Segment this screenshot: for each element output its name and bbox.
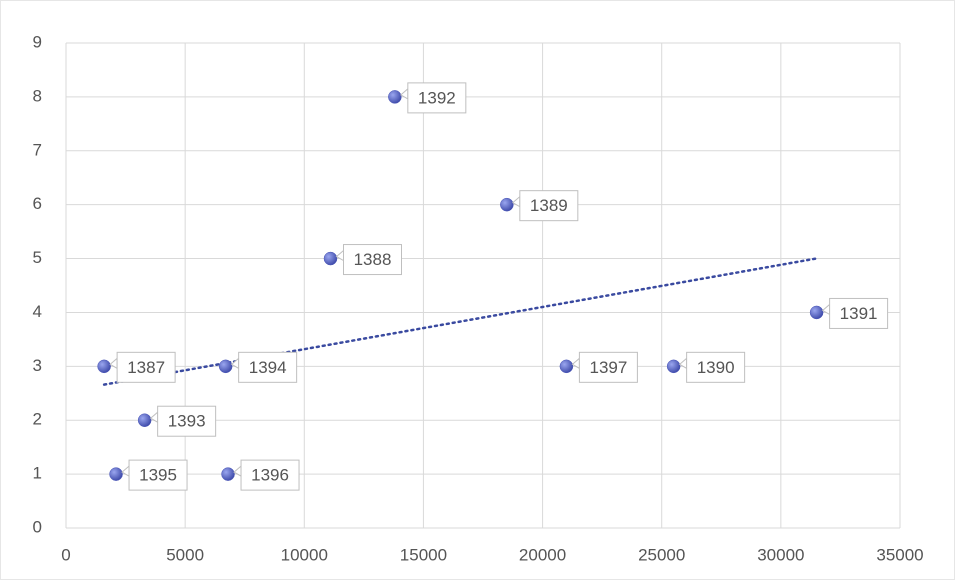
- x-tick-label: 20000: [519, 545, 566, 564]
- y-tick-label: 5: [33, 248, 42, 267]
- y-tick-label: 9: [33, 32, 42, 51]
- label-text: 1391: [840, 304, 878, 323]
- label-box: [407, 82, 467, 114]
- label-text: 1388: [354, 250, 392, 269]
- label-box: [157, 405, 217, 437]
- x-tick-label: 10000: [281, 545, 328, 564]
- label-box: [686, 351, 746, 383]
- label-text: 1387: [127, 358, 165, 377]
- point: [137, 413, 152, 427]
- label-box: [578, 351, 638, 383]
- label-box: [238, 351, 298, 383]
- label-text: 1397: [589, 358, 627, 377]
- y-tick-label: 3: [33, 356, 42, 375]
- label-box: [116, 351, 176, 383]
- x-tick-label: 5000: [166, 545, 204, 564]
- y-tick-label: 1: [33, 464, 42, 483]
- label-text: 1396: [251, 466, 289, 485]
- x-tick-label: 15000: [400, 545, 447, 564]
- y-tick-label: 7: [33, 140, 42, 159]
- point: [323, 251, 338, 266]
- y-tick-label: 8: [33, 86, 42, 105]
- data-label: 1397: [571, 351, 638, 383]
- label-text: 1390: [697, 358, 735, 377]
- x-tick-label: 35000: [876, 545, 923, 564]
- data-label: 1394: [230, 351, 298, 383]
- point: [388, 90, 402, 104]
- point: [109, 467, 123, 481]
- data-label: 1389: [511, 190, 579, 222]
- point: [500, 197, 514, 212]
- point: [559, 359, 574, 374]
- data-label: 1395: [121, 459, 188, 491]
- label-box: [829, 297, 889, 329]
- x-tick-label: 25000: [638, 545, 685, 564]
- y-tick-label: 0: [33, 517, 42, 536]
- label-text: 1395: [139, 466, 177, 485]
- point: [809, 305, 824, 320]
- data-label: 1392: [399, 82, 467, 114]
- data-label: 1396: [233, 459, 300, 491]
- label-box: [342, 244, 402, 276]
- label-text: 1393: [168, 412, 206, 431]
- point: [666, 359, 681, 374]
- point: [218, 359, 233, 374]
- point: [221, 467, 235, 481]
- label-box: [128, 459, 188, 491]
- label-box: [519, 190, 579, 222]
- x-tick-label: 0: [61, 545, 70, 564]
- data-label: 1387: [109, 351, 176, 383]
- data-label: 1390: [678, 351, 746, 383]
- data-label: 1393: [149, 405, 217, 437]
- y-tick-label: 6: [33, 194, 42, 213]
- label-text: 1392: [418, 88, 456, 107]
- data-label: 1391: [821, 297, 889, 329]
- point: [97, 359, 111, 374]
- label-text: 1394: [249, 358, 287, 377]
- data-label: 1388: [335, 244, 402, 276]
- label-text: 1389: [530, 196, 568, 215]
- y-tick-label: 4: [33, 302, 42, 321]
- y-tick-label: 2: [33, 410, 42, 429]
- x-tick-label: 30000: [757, 545, 804, 564]
- label-box: [240, 459, 300, 491]
